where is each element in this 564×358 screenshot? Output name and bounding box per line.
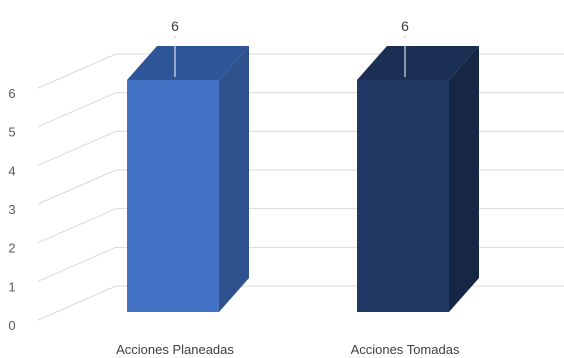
y-tick-label: 1 <box>8 279 15 294</box>
gridline-diagonal <box>37 92 117 128</box>
x-axis: Acciones Planeadas Acciones Tomadas <box>116 342 460 357</box>
y-tick-label: 3 <box>8 202 15 217</box>
gridline-diagonal <box>37 130 117 166</box>
y-tick-label: 5 <box>8 125 15 140</box>
data-label: 6 <box>401 18 409 34</box>
y-tick-label: 0 <box>8 318 15 333</box>
bar-top <box>357 46 479 80</box>
bar-side <box>449 46 479 312</box>
y-tick-label: 4 <box>8 163 15 178</box>
gridlines <box>37 53 564 321</box>
category-label: Acciones Tomadas <box>351 342 460 357</box>
gridline-diagonal <box>37 208 117 244</box>
y-tick-label: 2 <box>8 241 15 256</box>
gridline-diagonal <box>37 53 117 89</box>
bars <box>127 46 479 312</box>
bar <box>357 80 449 312</box>
gridline-diagonal <box>37 246 117 282</box>
bar-side <box>219 46 249 312</box>
y-axis: 0 1 2 3 4 5 6 <box>8 86 15 333</box>
category-label: Acciones Planeadas <box>116 342 234 357</box>
bar <box>127 80 219 312</box>
gridline-diagonal <box>37 169 117 205</box>
data-label: 6 <box>171 18 179 34</box>
bar-top <box>127 46 249 80</box>
y-tick-label: 6 <box>8 86 15 101</box>
gridline-diagonal <box>37 285 117 321</box>
